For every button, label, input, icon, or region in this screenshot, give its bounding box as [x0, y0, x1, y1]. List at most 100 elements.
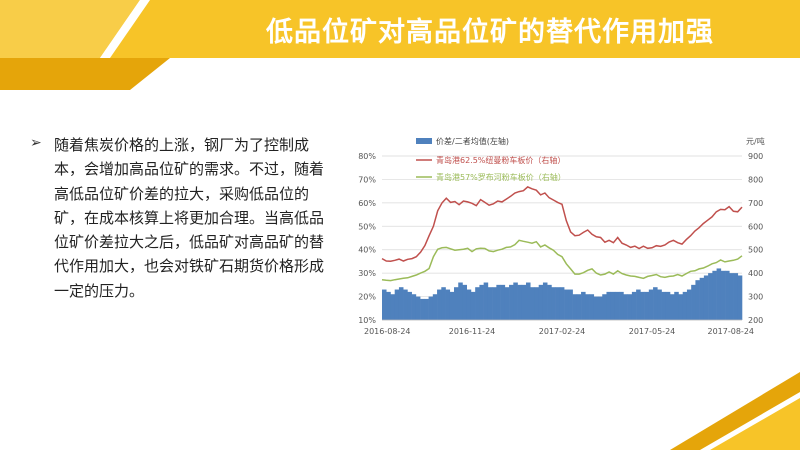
bar [555, 287, 561, 320]
y-right-tick-label: 800 [748, 175, 763, 184]
bar [526, 282, 531, 320]
bar [479, 284, 484, 320]
top-left-light-stripe [0, 0, 140, 58]
y-right-tick-label: 300 [748, 293, 763, 302]
y-left-tick-label: 60% [358, 199, 376, 208]
bar [602, 294, 607, 320]
y-right-tick-label: 900 [748, 152, 763, 161]
bar [547, 284, 552, 320]
bar [398, 287, 404, 320]
bar [627, 294, 633, 320]
bar [530, 287, 535, 320]
bar [445, 289, 451, 320]
bar [606, 291, 612, 320]
bar [475, 287, 480, 320]
bar [386, 291, 391, 320]
bar [674, 291, 679, 320]
bar [509, 284, 514, 320]
bar [720, 270, 726, 320]
bar [610, 291, 616, 320]
bar [678, 294, 684, 320]
bar [487, 287, 493, 320]
bar [716, 268, 722, 320]
slide-title: 低品位矿对高品位矿的替代作用加强 [266, 16, 714, 48]
legend-green-label: 青岛港57%罗布河粉车板价（右轴） [436, 172, 566, 182]
bar [496, 284, 501, 320]
bar [589, 294, 595, 320]
bar [382, 289, 387, 320]
bar [394, 289, 400, 320]
bar [466, 289, 472, 320]
bar [458, 282, 463, 320]
y-right-tick-label: 600 [748, 222, 763, 231]
bar [729, 273, 734, 320]
bar [551, 287, 556, 320]
x-tick-label: 2017-08-24 [708, 327, 755, 336]
bar [542, 282, 548, 320]
bar [636, 289, 641, 320]
title-bar-shape [110, 0, 800, 58]
bar [712, 270, 717, 320]
bar [644, 291, 650, 320]
bottom-right-light-stripe [710, 398, 800, 450]
bar [500, 284, 506, 320]
bar [407, 291, 412, 320]
price-spread-chart: 80% 70% 60% 50% 40% 30% 20% 10% 900 800 700 600 500 4… [358, 136, 765, 336]
title-bar: 低品位矿对高品位矿的替代作用加强 [170, 0, 800, 58]
y-left-tick-label: 10% [358, 316, 376, 325]
y-right-unit-label: 元/吨 [746, 136, 765, 146]
x-tick-label: 2017-05-24 [629, 327, 676, 336]
x-tick-label: 2016-08-24 [364, 327, 411, 336]
bar [449, 291, 455, 320]
bar [415, 296, 421, 320]
x-tick-label: 2016-11-24 [449, 327, 496, 336]
bullet-block: ➢ 随着焦炭价格的上涨，钢厂为了控制成本，会增加高品位矿的需求。不过，随着高低品… [30, 133, 330, 303]
y-left-tick-label: 30% [358, 269, 376, 278]
bar [670, 294, 675, 320]
bar [559, 287, 565, 320]
bar [640, 291, 645, 320]
bar [695, 280, 700, 320]
bar [708, 273, 713, 320]
series-line-green [381, 239, 743, 282]
bar [614, 291, 620, 320]
bar [631, 291, 637, 320]
bar [576, 294, 582, 320]
y-left-tick-label: 50% [358, 222, 376, 231]
bar [682, 291, 688, 320]
bar [665, 291, 671, 320]
bar [470, 291, 476, 320]
legend-bar-label: 价差/二者均值(左轴) [436, 136, 509, 146]
bar [538, 284, 544, 320]
bar [428, 296, 434, 320]
bar [462, 284, 468, 320]
bottom-right-dark-stripe [670, 372, 800, 450]
bar [411, 294, 417, 320]
y-left-tick-label: 20% [358, 293, 376, 302]
series-line-red [381, 186, 743, 262]
top-left-dark-stripe [0, 58, 170, 90]
top-left-white-gap [100, 0, 150, 58]
y-left-tick-label: 80% [358, 152, 376, 161]
bar [513, 282, 518, 320]
bar [437, 289, 442, 320]
bar [504, 287, 510, 320]
bar [441, 287, 446, 320]
bar [619, 291, 624, 320]
bar [521, 284, 527, 320]
bar [648, 289, 654, 320]
bar [657, 289, 662, 320]
bullet-text: 随着焦炭价格的上涨，钢厂为了控制成本，会增加高品位矿的需求。不过，随着高低品位矿… [54, 136, 325, 300]
bar [568, 289, 573, 320]
y-left-tick-label: 40% [358, 246, 376, 255]
bar [403, 289, 408, 320]
bar [686, 289, 692, 320]
y-right-tick-label: 700 [748, 199, 763, 208]
y-left-tick-label: 70% [358, 175, 376, 184]
bar [661, 291, 667, 320]
bullet-arrow-icon: ➢ [30, 135, 42, 151]
bar [691, 284, 696, 320]
bar [653, 287, 658, 320]
bar [564, 289, 569, 320]
bar [598, 296, 603, 320]
